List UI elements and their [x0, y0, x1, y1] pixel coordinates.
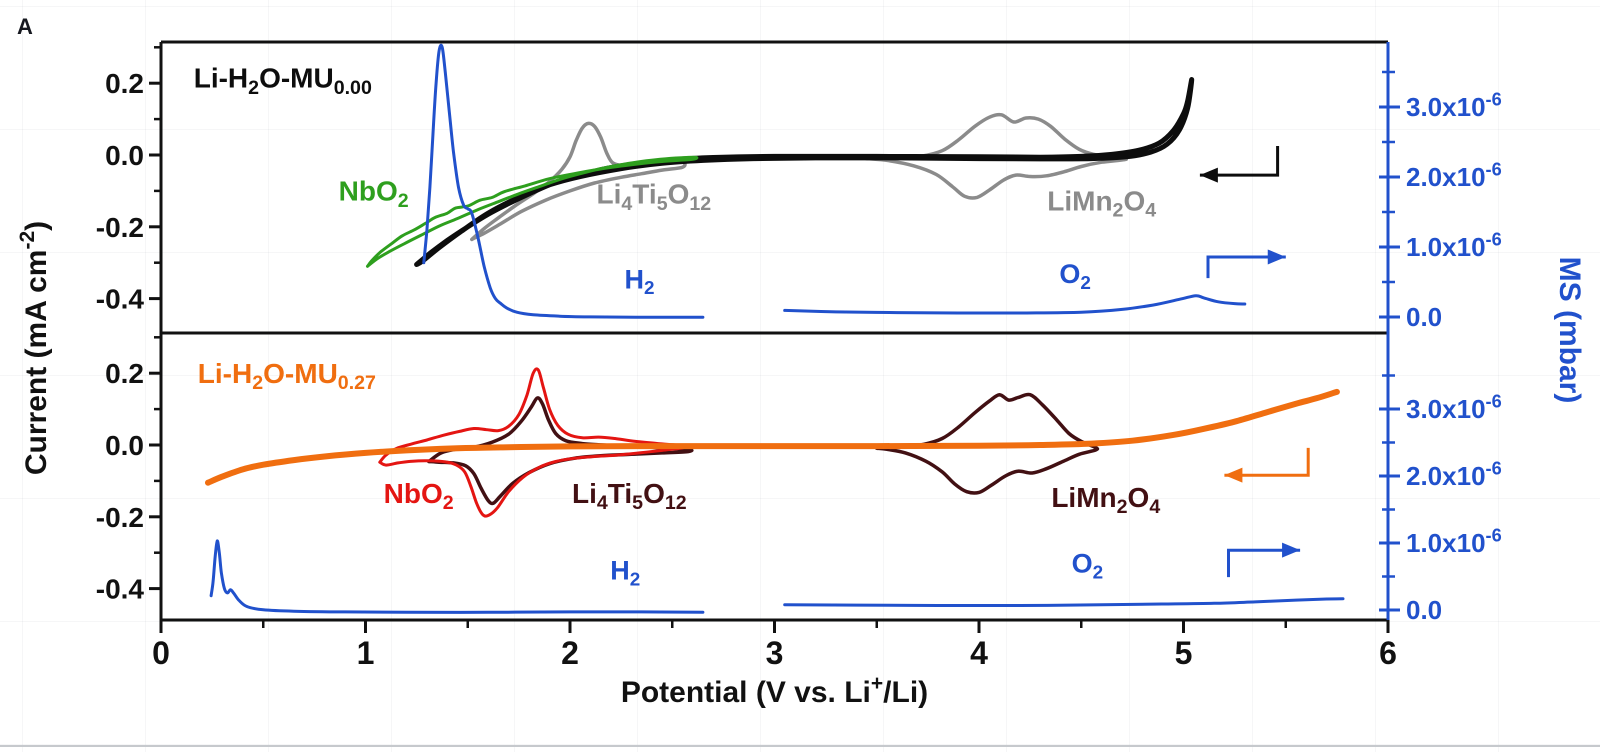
series-label-top-1: Li4Ti5O12 [597, 179, 712, 215]
panel-title-bottom: Li-H2O-MU0.27 [198, 358, 376, 394]
current-axis-pointer-line [1199, 146, 1280, 177]
y-left-tick-label: -0.2 [96, 502, 144, 533]
y-left-tick-label: -0.4 [96, 574, 145, 605]
y-right-tick-label: 2.0x10-6 [1406, 459, 1502, 491]
y-left-tick-label: 0.0 [105, 140, 144, 171]
y-left-tick-label: -0.4 [96, 284, 145, 315]
ms-axis-pointer-line [1227, 548, 1301, 578]
series-label-top-3: H2 [625, 264, 655, 299]
series-H2-ms-top [422, 43, 705, 319]
y-right-tick-label: 3.0x10-6 [1406, 392, 1502, 424]
x-tick-label: 5 [1175, 635, 1193, 671]
x-axis-title: Potential (V vs. Li+/Li) [621, 672, 928, 709]
current-axis-pointer-arrowhead-icon [1224, 467, 1243, 483]
series-label-bottom-3: H2 [610, 555, 640, 590]
panel-bottom-annotations: Li-H2O-MU0.27 NbO2 Li4Ti5O12 LiMn2O4 H2 O2 [198, 358, 1310, 590]
x-tick-label: 6 [1379, 635, 1397, 671]
series-Li-H2O-MU0.00-cv-top [414, 77, 1195, 267]
ms-axis-pointer-arrowhead-icon [1282, 542, 1301, 558]
series-label-top-0: NbO2 [339, 176, 409, 212]
figure-label: A [17, 14, 34, 39]
x-tick-label: 4 [970, 635, 988, 671]
series-label-top-4: O2 [1059, 259, 1091, 294]
current-axis-pointer-arrowhead-icon [1199, 167, 1218, 183]
y-right-tick-label: 0.0 [1406, 595, 1442, 625]
series-Li-H2O-MU0.27-cv-bottom [205, 388, 1340, 486]
page-bottom-rule [0, 745, 1600, 747]
y-right-axis-title: MS (mbar) [1553, 257, 1586, 404]
series-Li4Ti5O12-cv-bottom [427, 396, 694, 506]
series-label-top-2: LiMn2O4 [1047, 185, 1156, 221]
series-label-bottom-0: NbO2 [384, 478, 454, 514]
x-tick-label: 2 [561, 635, 579, 671]
y-right-tick-label: 0.0 [1406, 302, 1442, 332]
ms-axis-pointer-line [1206, 255, 1286, 279]
current-axis-pointer-line [1224, 447, 1310, 477]
y-left-tick-label: -0.2 [96, 212, 144, 243]
y-right-tick-label: 3.0x10-6 [1406, 90, 1502, 122]
y-right-tick-label: 1.0x10-6 [1406, 230, 1502, 262]
x-tick-label: 0 [152, 635, 170, 671]
series-O2-ms-bottom [783, 597, 1345, 608]
x-tick-label: 3 [766, 635, 784, 671]
series-label-bottom-4: O2 [1072, 549, 1104, 584]
series-label-bottom-1: Li4Ti5O12 [572, 478, 687, 514]
series-H2-ms-bottom [209, 539, 705, 614]
panel-top-series [366, 43, 1247, 319]
axes: 0 1 2 3 4 5 6 0.2 0.0 -0.2 -0.4 0.2 0.0 -0.2 -0.4 3.0x1… [16, 40, 1586, 709]
panel-top-annotations: Li-H2O-MU0.00 NbO2 Li4Ti5O12 LiMn2O4 H2 O2 [194, 63, 1286, 299]
x-tick-label: 1 [357, 635, 375, 671]
y-left-axis-title: Current (mA cm-2) [16, 221, 53, 475]
ms-axis-pointer-arrowhead-icon [1267, 249, 1286, 265]
series-O2-ms-top [783, 294, 1247, 315]
y-left-tick-label: 0.2 [105, 358, 144, 389]
panel-title-top: Li-H2O-MU0.00 [194, 63, 372, 99]
y-right-tick-label: 1.0x10-6 [1406, 526, 1502, 558]
y-left-tick-label: 0.0 [105, 430, 144, 461]
y-left-tick-label: 0.2 [105, 68, 144, 99]
series-LiMn2O4-cv-bottom [875, 392, 1100, 495]
series-label-bottom-2: LiMn2O4 [1051, 482, 1160, 518]
y-right-tick-label: 2.0x10-6 [1406, 160, 1502, 192]
panel-bottom-series [205, 367, 1345, 614]
